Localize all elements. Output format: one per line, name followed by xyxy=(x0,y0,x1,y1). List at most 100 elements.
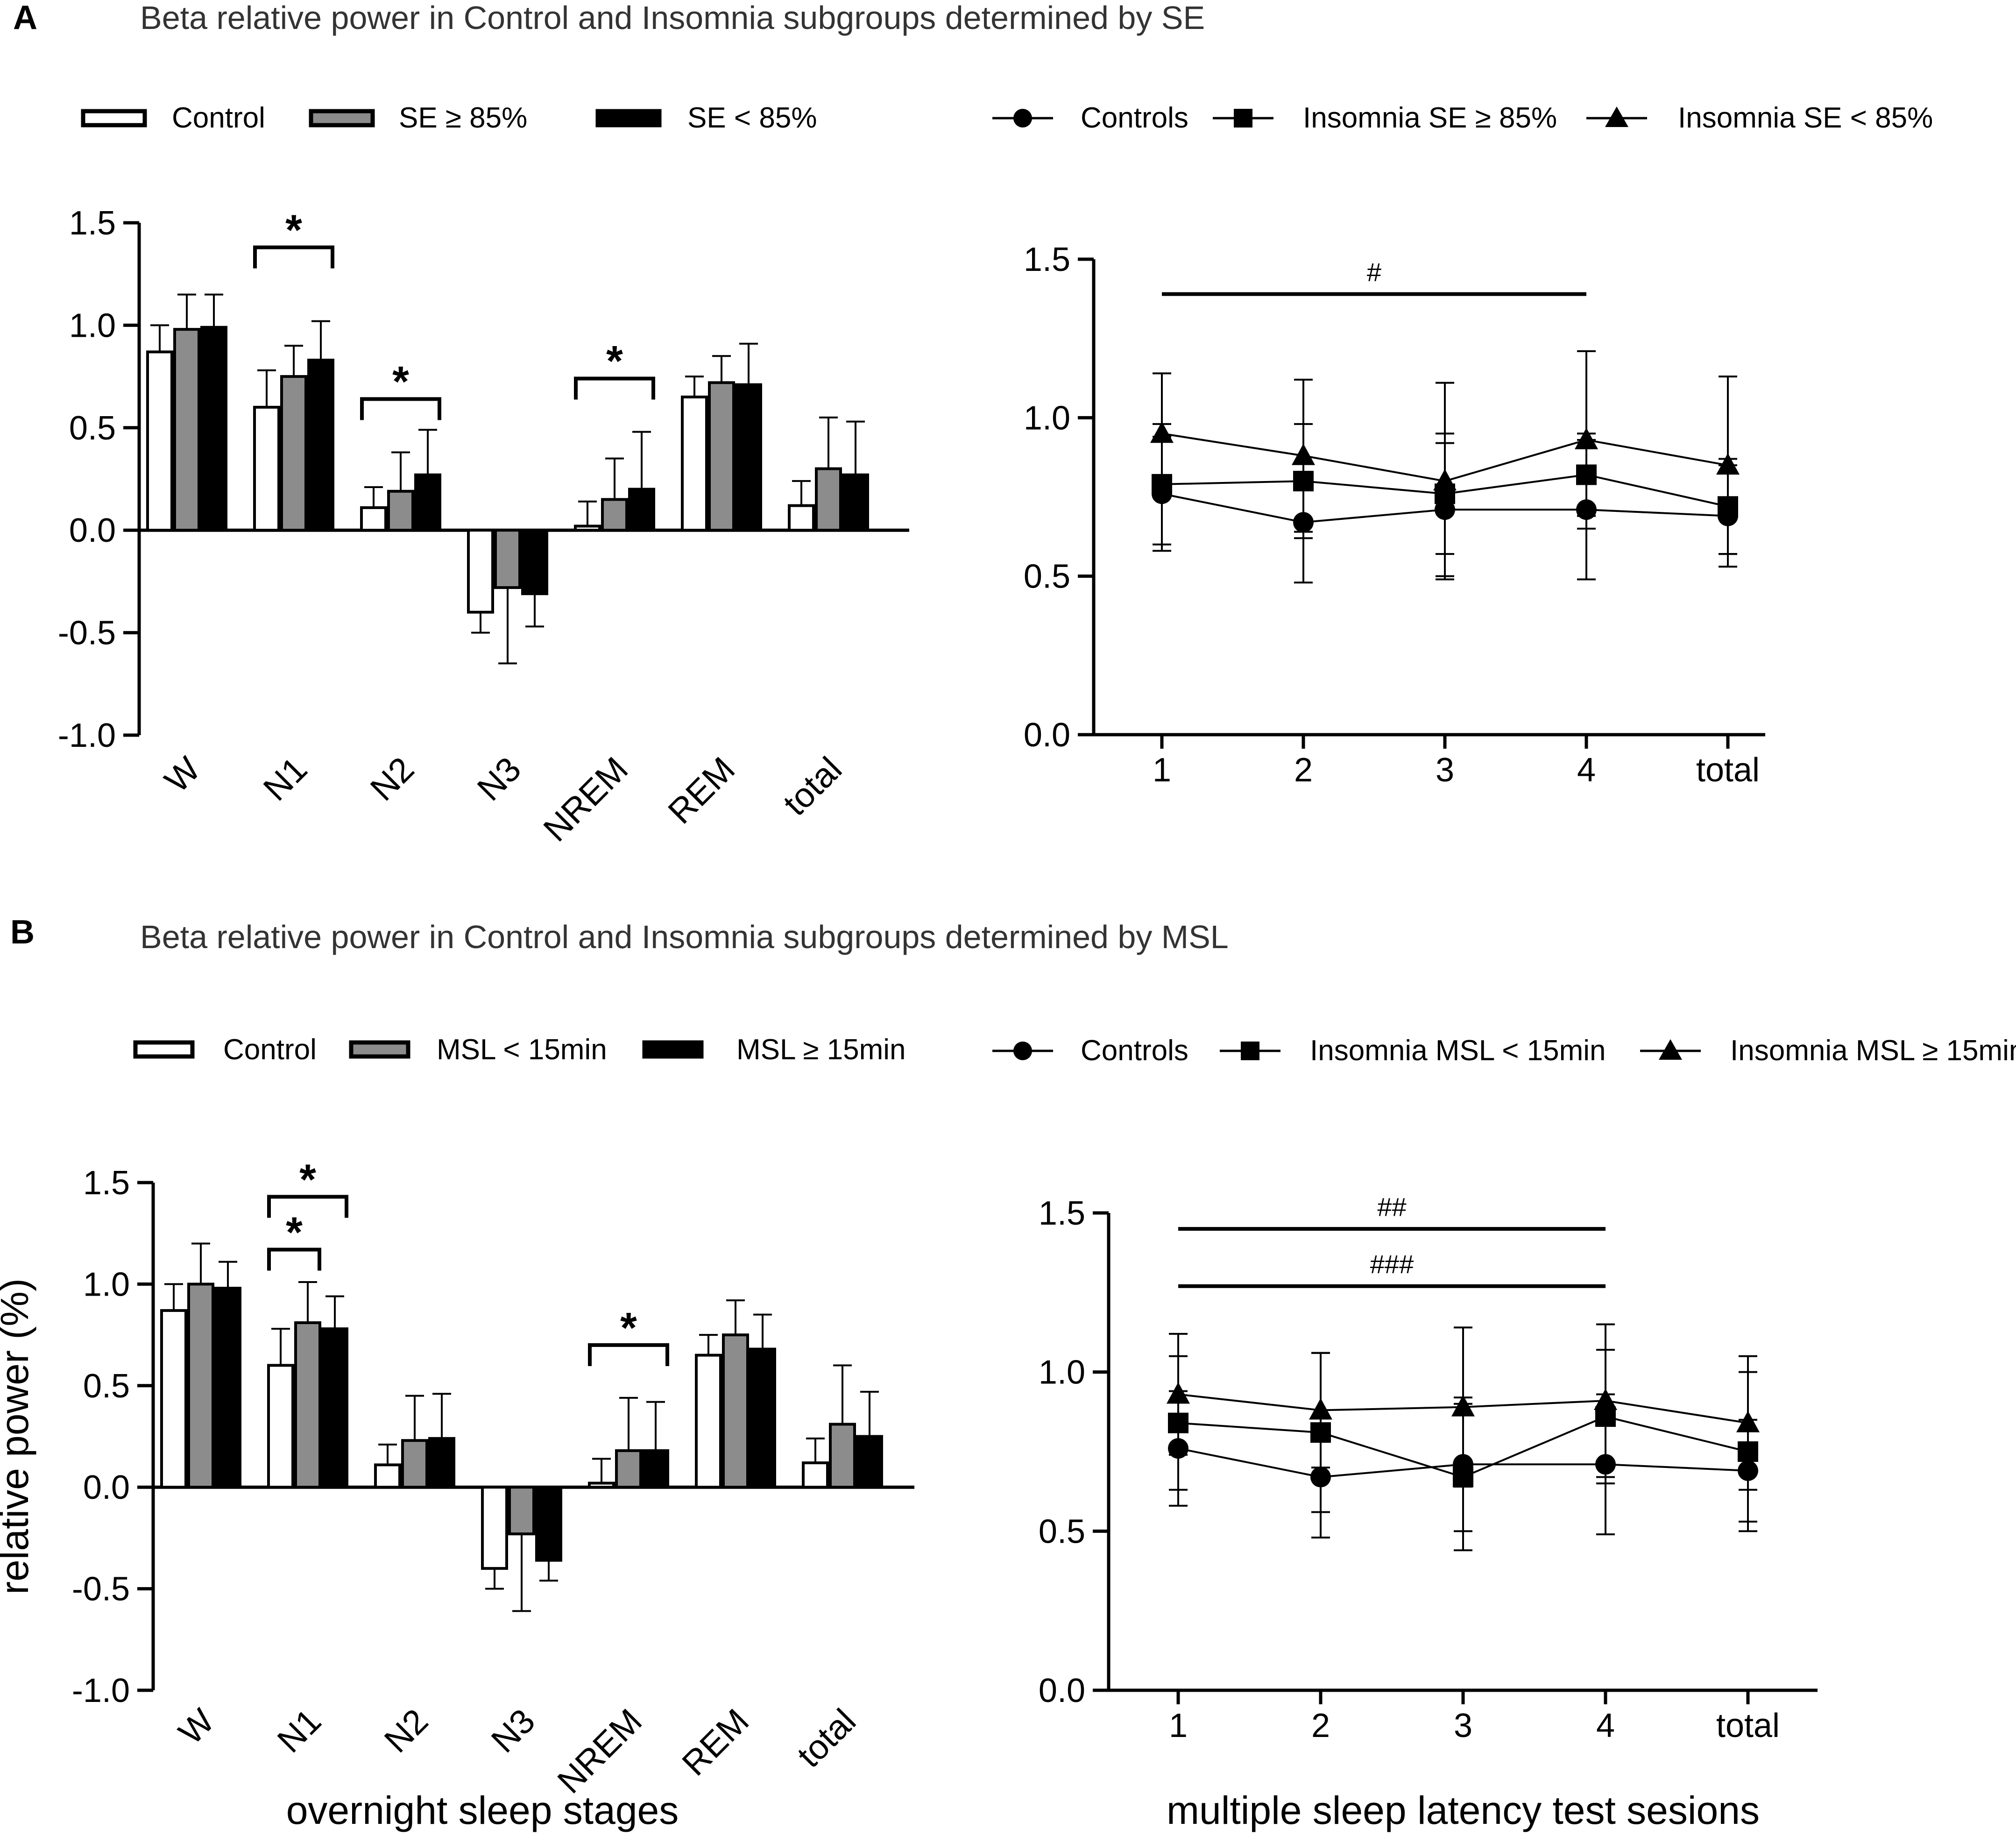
y-tick-label: 0.0 xyxy=(1024,716,1070,754)
legend-label: MSL ≥ 15min xyxy=(736,1034,906,1066)
bar xyxy=(321,1327,348,1489)
significance-star: * xyxy=(299,1156,316,1204)
legend-swatch-group2 xyxy=(309,109,375,128)
x-category-label: total xyxy=(790,1701,863,1775)
y-tick-label: 0.0 xyxy=(69,512,116,549)
x-category-label: REM xyxy=(674,1701,756,1783)
bar xyxy=(788,504,815,532)
x-tick-label: 4 xyxy=(1596,1707,1615,1744)
bar xyxy=(428,1437,455,1489)
y-tick-label: -1.0 xyxy=(58,717,116,754)
significance-hash: ### xyxy=(1370,1249,1414,1279)
bar xyxy=(856,1435,883,1489)
x-category-label: N1 xyxy=(256,750,315,808)
bar xyxy=(615,1449,642,1489)
legend-label: SE ≥ 85% xyxy=(399,102,527,134)
y-tick-label: 1.5 xyxy=(69,205,116,242)
x-tick-label: total xyxy=(1696,751,1760,789)
legend-label: Controls xyxy=(1081,1035,1188,1067)
bar xyxy=(588,1481,615,1489)
y-tick-label: 1.5 xyxy=(1039,1195,1085,1232)
bar xyxy=(494,529,521,589)
x-tick-label: 4 xyxy=(1577,751,1596,789)
x-axis-title: overnight sleep stages xyxy=(286,1788,679,1832)
bar xyxy=(722,1333,749,1489)
bar xyxy=(267,1364,294,1489)
data-point-triangle xyxy=(1433,469,1457,491)
x-tick-label: 3 xyxy=(1454,1707,1472,1744)
data-point-circle xyxy=(1310,1467,1331,1488)
data-point-square xyxy=(1293,471,1314,492)
panel-a-title: Beta relative power in Control and Insom… xyxy=(140,0,1205,36)
y-tick-label: 0.5 xyxy=(69,410,116,447)
data-point-triangle xyxy=(1736,1411,1760,1432)
data-point-square xyxy=(1718,496,1738,517)
bar xyxy=(307,358,334,532)
x-category-label: NREM xyxy=(550,1701,650,1801)
bar xyxy=(681,395,708,532)
legend-label: Insomnia SE ≥ 85% xyxy=(1303,102,1557,134)
y-tick-label: -0.5 xyxy=(58,615,116,652)
y-tick-label: -1.0 xyxy=(72,1672,130,1709)
y-tick-label: -0.5 xyxy=(72,1571,130,1608)
significance-hash: ## xyxy=(1377,1192,1406,1221)
panel-b-line-legend: Controls Insomnia MSL < 15min Insomnia M… xyxy=(992,1035,2016,1067)
data-point-triangle xyxy=(1451,1395,1475,1417)
data-point-triangle xyxy=(1716,453,1740,475)
significance-hash: # xyxy=(1367,257,1381,287)
data-point-square xyxy=(1453,1467,1473,1488)
bar xyxy=(360,506,387,532)
legend-label: Insomnia MSL ≥ 15min xyxy=(1730,1035,2016,1067)
data-point-circle xyxy=(1168,1438,1188,1459)
x-tick-label: 2 xyxy=(1294,751,1313,789)
significance-bracket xyxy=(253,245,334,269)
data-point-circle xyxy=(1293,512,1314,533)
bar xyxy=(173,328,200,532)
bar xyxy=(414,473,441,532)
bar xyxy=(642,1449,669,1489)
x-category-label: W xyxy=(171,1701,221,1752)
significance-star: * xyxy=(286,1209,303,1256)
bar xyxy=(481,1486,508,1570)
bar xyxy=(200,326,227,532)
y-axis-title: relative power (%) xyxy=(0,1278,36,1595)
circle-marker-icon xyxy=(1013,1042,1032,1060)
panel-a-line-chart: 0.0 0.5 1.0 1.5 1 2 3 4 total # xyxy=(1024,241,1765,789)
bar xyxy=(815,467,842,532)
bar xyxy=(601,498,628,532)
panel-b-bar-chart: -1.0 -0.5 0.0 0.5 1.0 1.5 W N1 N2 N3 NREM REM total *… xyxy=(0,1156,914,1832)
x-category-label: N2 xyxy=(377,1701,436,1760)
panel-b-bar-legend: Control MSL < 15min MSL ≥ 15min xyxy=(133,1034,906,1066)
data-point-triangle xyxy=(1594,1388,1617,1410)
y-tick-label: 0.0 xyxy=(83,1469,130,1506)
bar xyxy=(146,350,173,532)
x-category-label: REM xyxy=(660,750,742,831)
x-category-label: total xyxy=(776,750,849,823)
significance-bracket xyxy=(360,397,441,420)
bar xyxy=(280,375,307,532)
legend-label: MSL < 15min xyxy=(437,1034,607,1066)
bar xyxy=(574,525,601,532)
y-tick-label: 0.5 xyxy=(83,1368,130,1405)
y-tick-label: 1.0 xyxy=(83,1266,130,1303)
legend-label: Control xyxy=(223,1034,317,1066)
legend-label: Control xyxy=(172,102,265,134)
y-tick-label: 1.5 xyxy=(1024,241,1070,278)
significance-bracket xyxy=(267,1248,321,1271)
x-category-label: N3 xyxy=(484,1701,543,1760)
bar xyxy=(708,381,735,532)
significance-star: * xyxy=(392,358,409,405)
legend-swatch-control xyxy=(81,109,147,128)
bar xyxy=(401,1439,428,1489)
significance-bracket xyxy=(267,1195,348,1218)
data-point-triangle xyxy=(1167,1382,1190,1404)
bar xyxy=(829,1423,856,1489)
x-category-label: W xyxy=(157,750,207,800)
square-marker-icon xyxy=(1241,1042,1259,1060)
significance-bracket xyxy=(574,376,655,400)
data-point-square xyxy=(1738,1441,1758,1462)
x-category-label: N1 xyxy=(270,1701,329,1760)
bar xyxy=(735,383,762,532)
bar xyxy=(374,1463,401,1489)
y-tick-label: 1.0 xyxy=(69,307,116,344)
